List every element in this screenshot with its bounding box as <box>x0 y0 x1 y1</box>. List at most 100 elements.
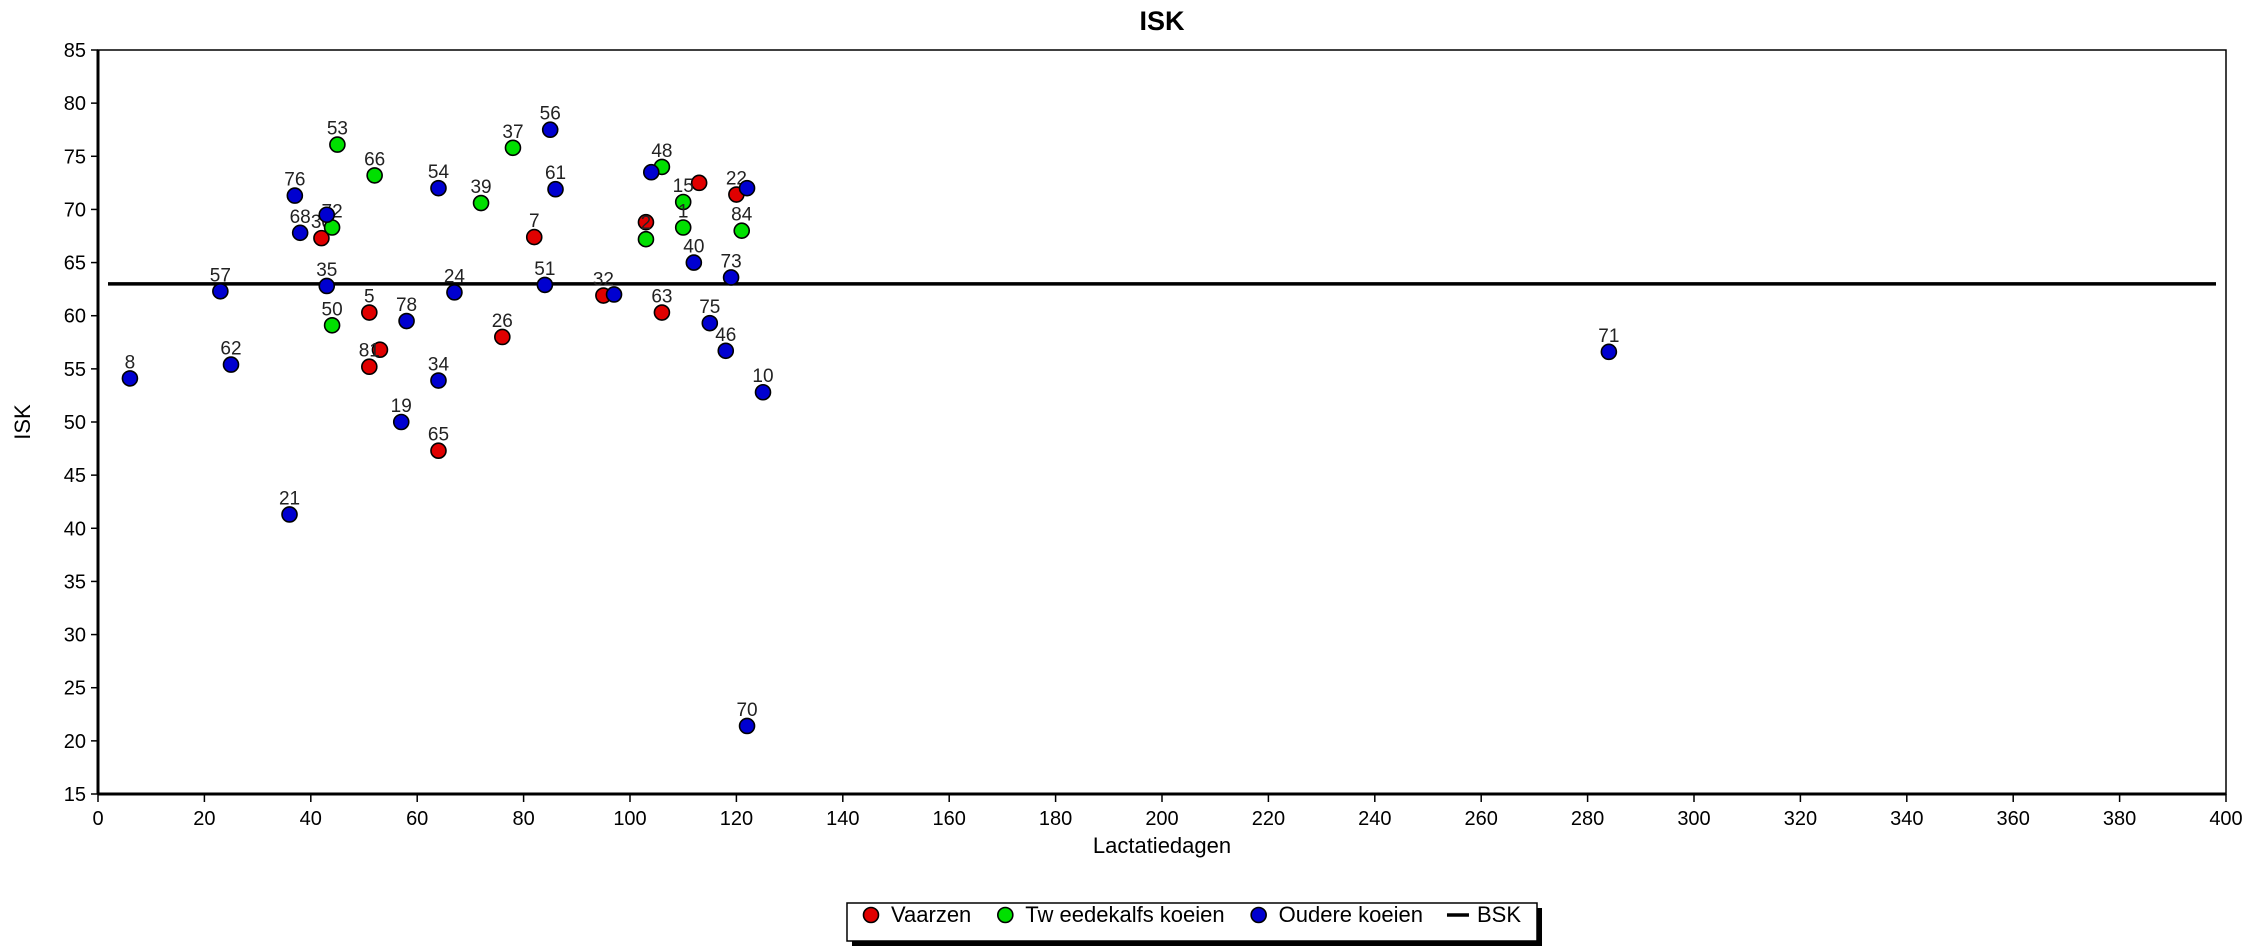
y-tick-label: 85 <box>64 40 86 62</box>
point-label: 71 <box>1598 326 1619 347</box>
data-points: 3058165267326322537250663937248151848576… <box>121 104 1619 735</box>
data-point <box>430 372 447 389</box>
y-tick-label: 20 <box>64 731 86 753</box>
point-label: 35 <box>316 260 337 281</box>
data-point <box>494 328 511 346</box>
point-label: 53 <box>327 119 348 140</box>
data-point <box>637 230 655 248</box>
point-label: 1 <box>678 201 689 222</box>
x-tick-label: 300 <box>1677 808 1710 830</box>
data-point <box>398 312 415 330</box>
data-point <box>653 304 671 321</box>
data-point <box>430 442 447 459</box>
y-tick-label: 25 <box>64 678 86 700</box>
y-tick-label: 30 <box>64 625 86 647</box>
y-tick-label: 15 <box>64 784 86 806</box>
data-point <box>674 219 692 236</box>
point-label: 24 <box>444 266 466 287</box>
data-point <box>318 206 336 224</box>
legend-marker <box>997 906 1014 924</box>
x-tick-label: 120 <box>720 808 753 830</box>
data-point <box>525 228 543 246</box>
plot-frame <box>96 49 2227 796</box>
point-label: 73 <box>721 251 742 272</box>
data-point <box>547 180 564 198</box>
point-label: 84 <box>731 205 753 226</box>
y-axis-ticks: 15 20 25 30 35 40 45 50 55 60 65 70 75 80 85 <box>64 40 98 806</box>
x-tick-label: 160 <box>933 808 966 830</box>
point-label: 81 <box>359 341 380 362</box>
data-point <box>504 139 522 157</box>
y-tick-label: 65 <box>64 253 86 275</box>
x-axis-label: Lactatiedagen <box>1093 833 1231 858</box>
x-tick-label: 320 <box>1784 808 1817 830</box>
data-point <box>1600 343 1618 361</box>
data-point <box>291 224 309 242</box>
y-tick-label: 80 <box>64 93 86 115</box>
point-label: 57 <box>210 265 231 286</box>
point-label: 10 <box>752 366 773 387</box>
data-point <box>313 229 330 247</box>
x-tick-label: 60 <box>406 808 428 830</box>
y-tick-label: 35 <box>64 571 86 593</box>
point-label: 65 <box>428 425 449 446</box>
legend-marker <box>1250 906 1267 924</box>
x-tick-label: 280 <box>1571 808 1604 830</box>
legend-label: Tw eedekalfs koeien <box>1025 902 1224 927</box>
data-point <box>392 413 410 431</box>
x-tick-label: 220 <box>1252 808 1285 830</box>
point-label: 68 <box>290 207 311 228</box>
point-label: 78 <box>396 295 417 316</box>
chart-legend: Vaarzen Tw eedekalfs koeien Oudere koeien B… <box>846 902 1543 946</box>
data-point <box>637 213 655 231</box>
point-label: 76 <box>284 170 305 191</box>
y-tick-label: 60 <box>64 306 86 328</box>
y-tick-label: 70 <box>64 199 86 221</box>
x-tick-label: 200 <box>1145 808 1178 830</box>
data-point <box>446 284 463 301</box>
data-point <box>286 187 304 204</box>
point-label: 8 <box>125 352 136 373</box>
data-point <box>717 342 735 360</box>
point-label: 21 <box>279 488 300 509</box>
data-point <box>701 314 719 332</box>
point-label: 51 <box>534 259 555 280</box>
y-tick-label: 75 <box>64 146 86 168</box>
x-tick-label: 80 <box>512 808 534 830</box>
data-point <box>371 341 389 359</box>
point-label: 46 <box>715 325 736 346</box>
point-label: 62 <box>220 339 241 360</box>
series-tw-eedekalfs-koeien: 53725066393724815184 <box>322 119 753 334</box>
x-tick-label: 0 <box>92 808 103 830</box>
data-point <box>361 358 378 376</box>
x-tick-label: 340 <box>1890 808 1923 830</box>
x-tick-label: 180 <box>1039 808 1072 830</box>
x-tick-label: 380 <box>2103 808 2136 830</box>
data-point <box>121 370 139 387</box>
point-label: 34 <box>428 355 450 376</box>
point-label: 40 <box>683 237 704 258</box>
data-point <box>222 356 240 373</box>
x-tick-label: 20 <box>193 808 215 830</box>
y-axis-label: ISK <box>10 404 35 440</box>
data-point <box>754 383 772 401</box>
data-point <box>738 179 756 197</box>
point-label: 7 <box>529 211 540 232</box>
data-point <box>323 316 341 334</box>
chart-title: ISK <box>1139 6 1185 36</box>
data-point <box>281 506 298 523</box>
data-point <box>738 717 756 735</box>
x-tick-label: 40 <box>300 808 322 830</box>
y-tick-label: 40 <box>64 518 86 540</box>
point-label: 19 <box>391 396 412 417</box>
legend-label: BSK <box>1477 902 1521 927</box>
data-point <box>366 167 383 184</box>
y-tick-label: 45 <box>64 465 86 487</box>
y-tick-label: 50 <box>64 412 86 434</box>
data-point <box>361 304 378 321</box>
data-point <box>722 269 740 286</box>
y-tick-label: 55 <box>64 359 86 381</box>
legend-box <box>846 902 1538 942</box>
plot-area-border <box>97 49 2227 795</box>
